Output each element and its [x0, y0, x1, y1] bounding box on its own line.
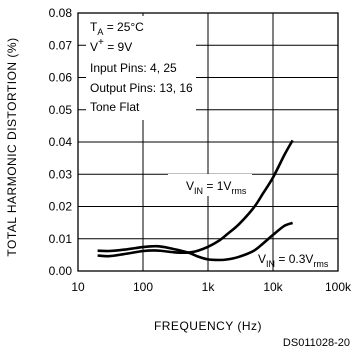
series-label-03v: VIN = 0.3Vrms: [258, 252, 329, 269]
y-tick-label: 0.04: [49, 135, 73, 149]
y-tick-label: 0.01: [49, 232, 73, 246]
label-03v-eq: = 0.3V: [275, 252, 313, 266]
vplus-symbol: V: [90, 40, 98, 54]
condition-tone: Tone Flat: [90, 100, 140, 114]
condition-vplus: V+ = 9V: [90, 37, 132, 54]
series-group: [97, 139, 294, 262]
y-tick-labels: 0.00 0.01 0.02 0.03 0.04 0.05 0.06 0.07 0.08: [49, 6, 73, 278]
y-axis-label: TOTAL HARMONIC DISTORTION (%): [5, 37, 19, 256]
ta-symbol: T: [90, 20, 98, 34]
x-tick-label: 100k: [325, 280, 352, 294]
conditions-box: TA = 25°C V+ = 9V Input Pins: 4, 25 Outp…: [86, 16, 196, 120]
label-03v-main: V: [258, 252, 266, 266]
series-label-03v-text: VIN = 0.3Vrms: [258, 252, 329, 269]
label-1v-sub: IN: [194, 186, 203, 196]
x-axis-label: FREQUENCY (Hz): [154, 319, 262, 333]
label-03v-sub: IN: [266, 259, 275, 269]
x-tick-label: 10: [71, 280, 85, 294]
y-tick-label: 0.03: [49, 167, 73, 181]
y-tick-label: 0.07: [49, 38, 73, 52]
x-tick-labels: 10 100 1k 10k 100k: [71, 280, 352, 294]
series-line-1v: [97, 139, 294, 258]
x-tick-label: 10k: [263, 280, 283, 294]
label-1v-unit: rms: [231, 186, 246, 196]
condition-ta: TA = 25°C: [90, 20, 144, 37]
condition-output-pins: Output Pins: 13, 16: [90, 81, 193, 95]
series-label-1v-background: [168, 174, 252, 196]
series-label-1v: VIN = 1Vrms: [168, 174, 252, 196]
y-tick-label: 0.05: [49, 103, 73, 117]
conditions-background: [86, 16, 196, 120]
series-label-1v-text: VIN = 1Vrms: [186, 179, 247, 196]
y-tick-label: 0.00: [49, 264, 73, 278]
ta-subscript: A: [97, 27, 103, 37]
label-1v-eq: = 1V: [203, 179, 231, 193]
x-tick-label: 100: [133, 280, 153, 294]
label-1v-main: V: [186, 179, 194, 193]
y-tick-label: 0.02: [49, 200, 73, 214]
x-tick-label: 1k: [202, 280, 216, 294]
plot-frame: [77, 12, 339, 272]
series-line-03v: [97, 221, 294, 262]
y-tick-label: 0.08: [49, 6, 73, 20]
vplus-value: = 9V: [104, 40, 132, 54]
ta-value: = 25°C: [103, 20, 144, 34]
label-03v-unit: rms: [313, 259, 328, 269]
vplus-superscript: +: [98, 37, 104, 48]
y-tick-label: 0.06: [49, 71, 73, 85]
condition-input-pins: Input Pins: 4, 25: [90, 61, 177, 75]
source-id: DS011028-20: [283, 337, 350, 349]
